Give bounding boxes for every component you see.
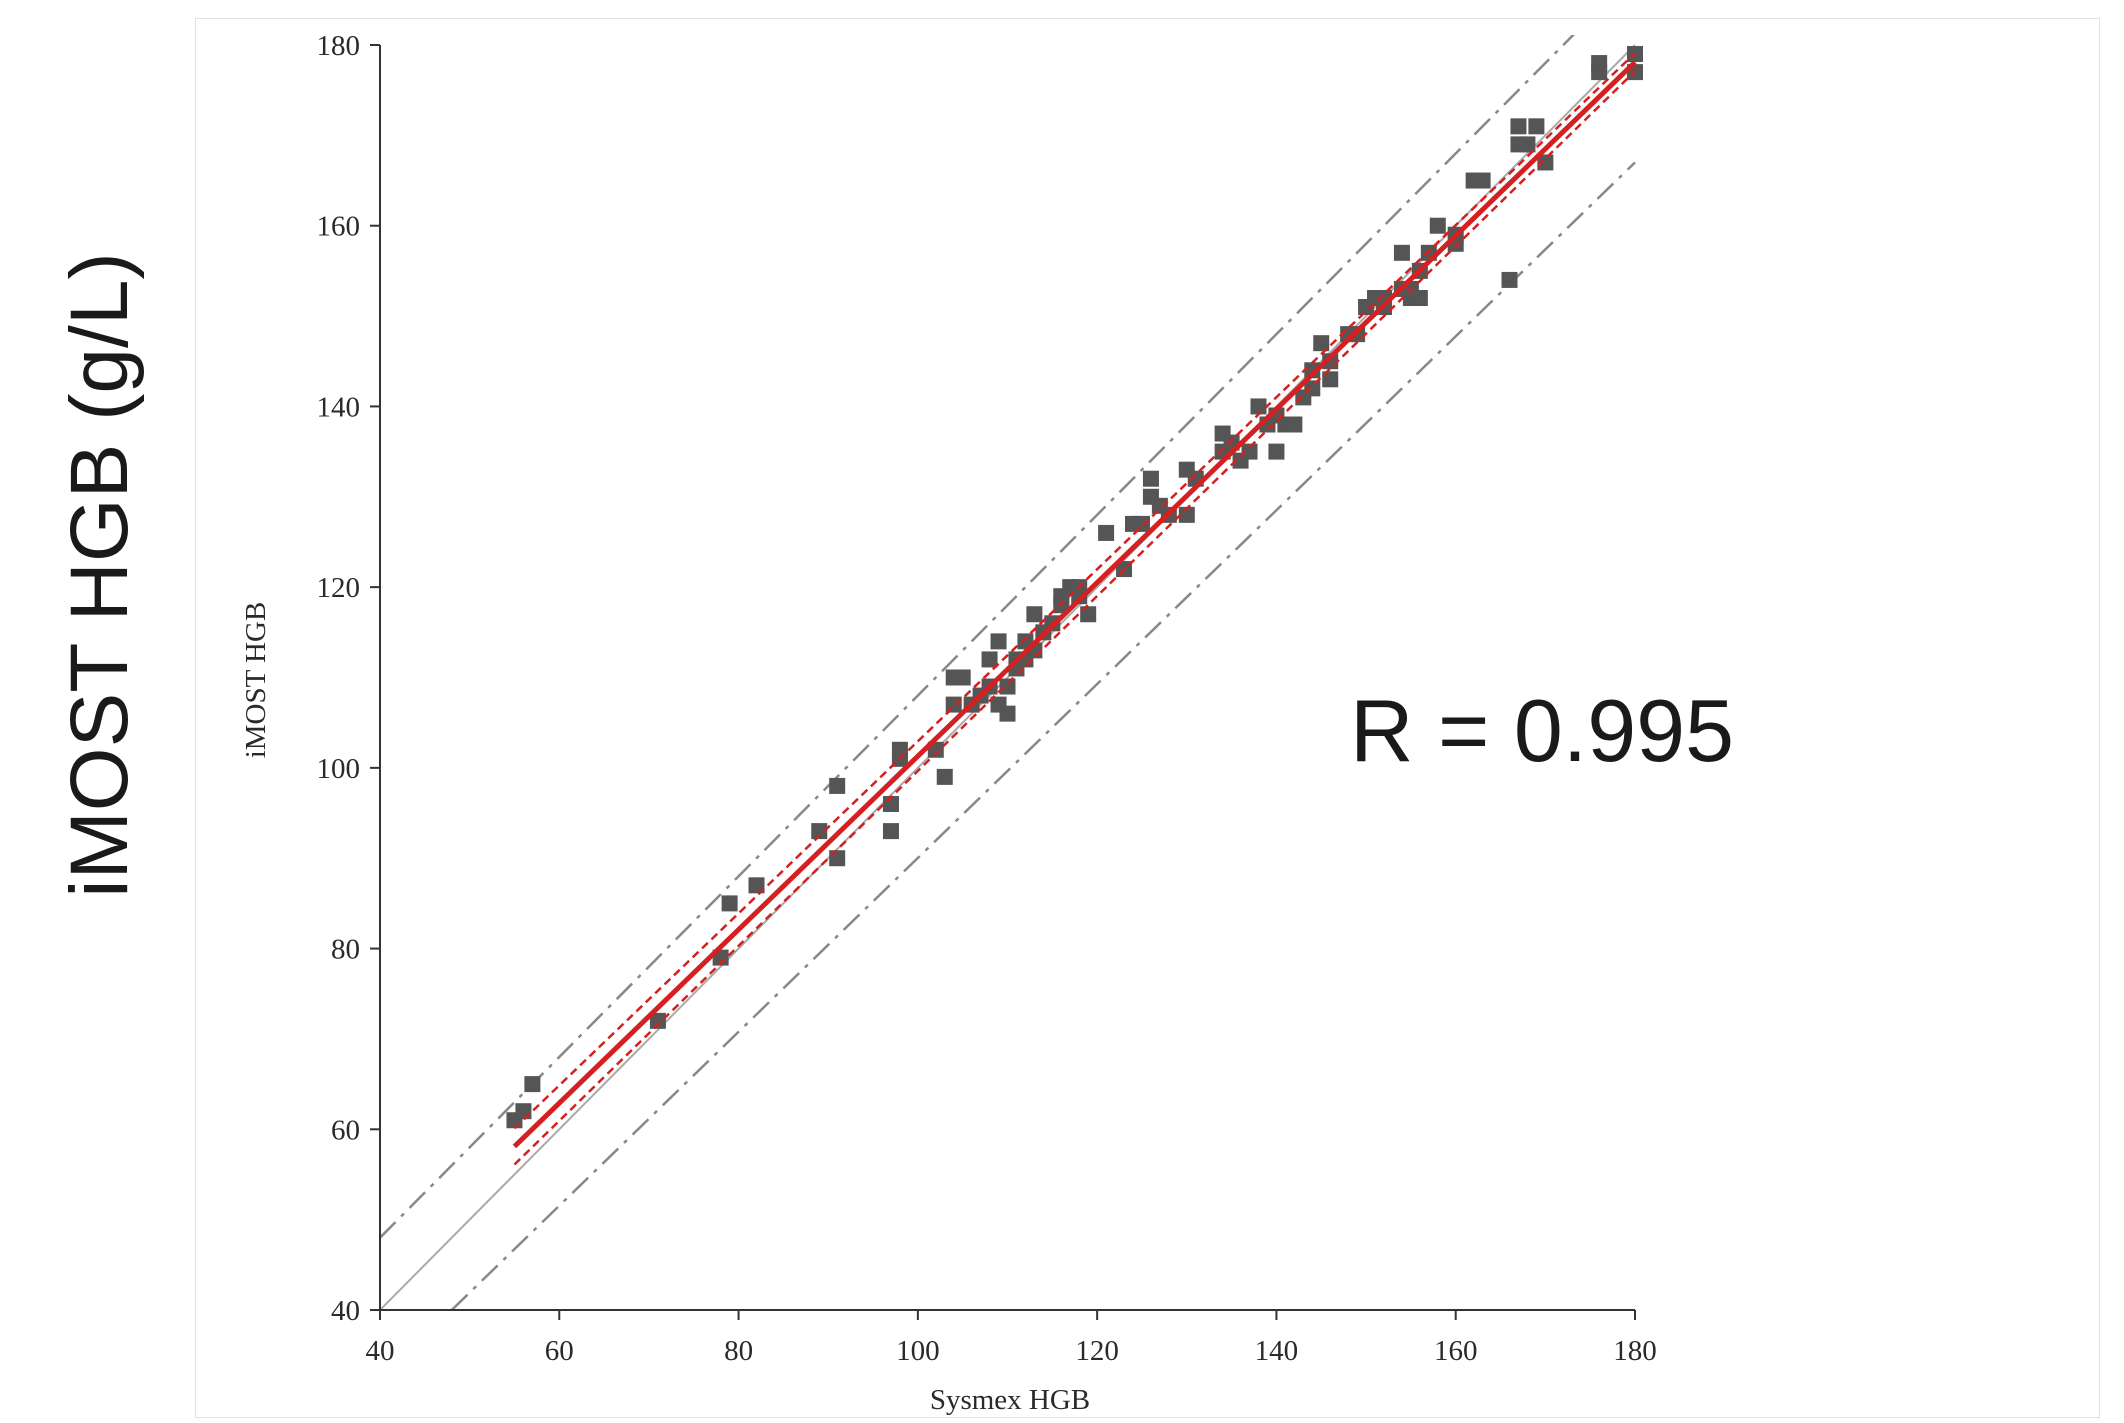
y-axis-title: iMOST HGB: [240, 602, 272, 759]
data-point: [524, 1076, 541, 1093]
data-point: [1250, 398, 1267, 415]
data-point: [882, 823, 899, 840]
data-point: [954, 669, 971, 686]
y-tick-label: 100: [317, 753, 361, 785]
x-tick-label: 100: [896, 1335, 940, 1367]
x-tick-label: 80: [724, 1335, 753, 1367]
confidence-upper-line: [513, 52, 1636, 1130]
data-point: [515, 1103, 532, 1120]
y-tick-label: 80: [331, 934, 360, 966]
y-tick-label: 160: [317, 211, 361, 243]
axes: 40 60 80 100 120 140 160 180 40 60 80 100 120 140 160 1…: [317, 30, 1657, 1367]
data-point: [990, 633, 1007, 650]
data-point: [1537, 154, 1554, 171]
data-point: [829, 777, 846, 794]
data-point: [981, 651, 998, 668]
chart-frame: [195, 18, 2100, 1418]
data-point: [1313, 335, 1330, 352]
limits-line-1: [380, 35, 1575, 1239]
data-point: [811, 823, 828, 840]
x-axis-title: Sysmex HGB: [930, 1384, 1090, 1416]
data-point: [1142, 470, 1159, 487]
data-point: [829, 850, 846, 867]
regression-lines: [512, 52, 1637, 1166]
y-tick-label: 140: [317, 391, 361, 423]
data-point: [1304, 362, 1321, 379]
data-point: [1304, 380, 1321, 397]
data-point: [1429, 217, 1446, 234]
y-tick-label: 120: [317, 572, 361, 604]
data-point: [1133, 515, 1150, 532]
data-point: [999, 678, 1016, 695]
y-tick-label: 180: [317, 30, 361, 62]
data-point: [649, 1012, 666, 1029]
confidence-lower-line: [513, 70, 1636, 1166]
data-point: [1268, 443, 1285, 460]
data-point: [891, 741, 908, 758]
data-point: [1591, 55, 1608, 72]
data-point: [1393, 244, 1410, 261]
data-point: [1098, 524, 1115, 541]
data-point: [1286, 416, 1303, 433]
data-point: [1510, 118, 1527, 135]
data-point: [1411, 290, 1428, 306]
data-point: [945, 696, 962, 713]
data-point: [721, 895, 738, 912]
x-tick-label: 160: [1434, 1335, 1478, 1367]
data-point: [1501, 271, 1518, 288]
regression-line: [512, 60, 1637, 1149]
correlation-annotation: R = 0.995: [1350, 681, 1735, 780]
x-tick-label: 120: [1075, 1335, 1119, 1367]
data-point: [1026, 606, 1043, 623]
x-tick-label: 140: [1255, 1335, 1299, 1367]
data-point: [1474, 172, 1491, 189]
data-point: [1178, 506, 1195, 523]
data-point: [1528, 118, 1545, 135]
data-point: [936, 768, 953, 785]
data-point: [999, 705, 1016, 722]
data-point: [748, 877, 765, 894]
y-tick-label: 40: [331, 1295, 360, 1327]
y-tick-label: 60: [331, 1114, 360, 1146]
data-point: [1241, 443, 1258, 460]
x-tick-label: 180: [1613, 1335, 1657, 1367]
data-point: [1322, 371, 1339, 388]
x-tick-label: 60: [545, 1335, 574, 1367]
x-tick-label: 40: [366, 1335, 395, 1367]
data-point: [1519, 136, 1536, 153]
